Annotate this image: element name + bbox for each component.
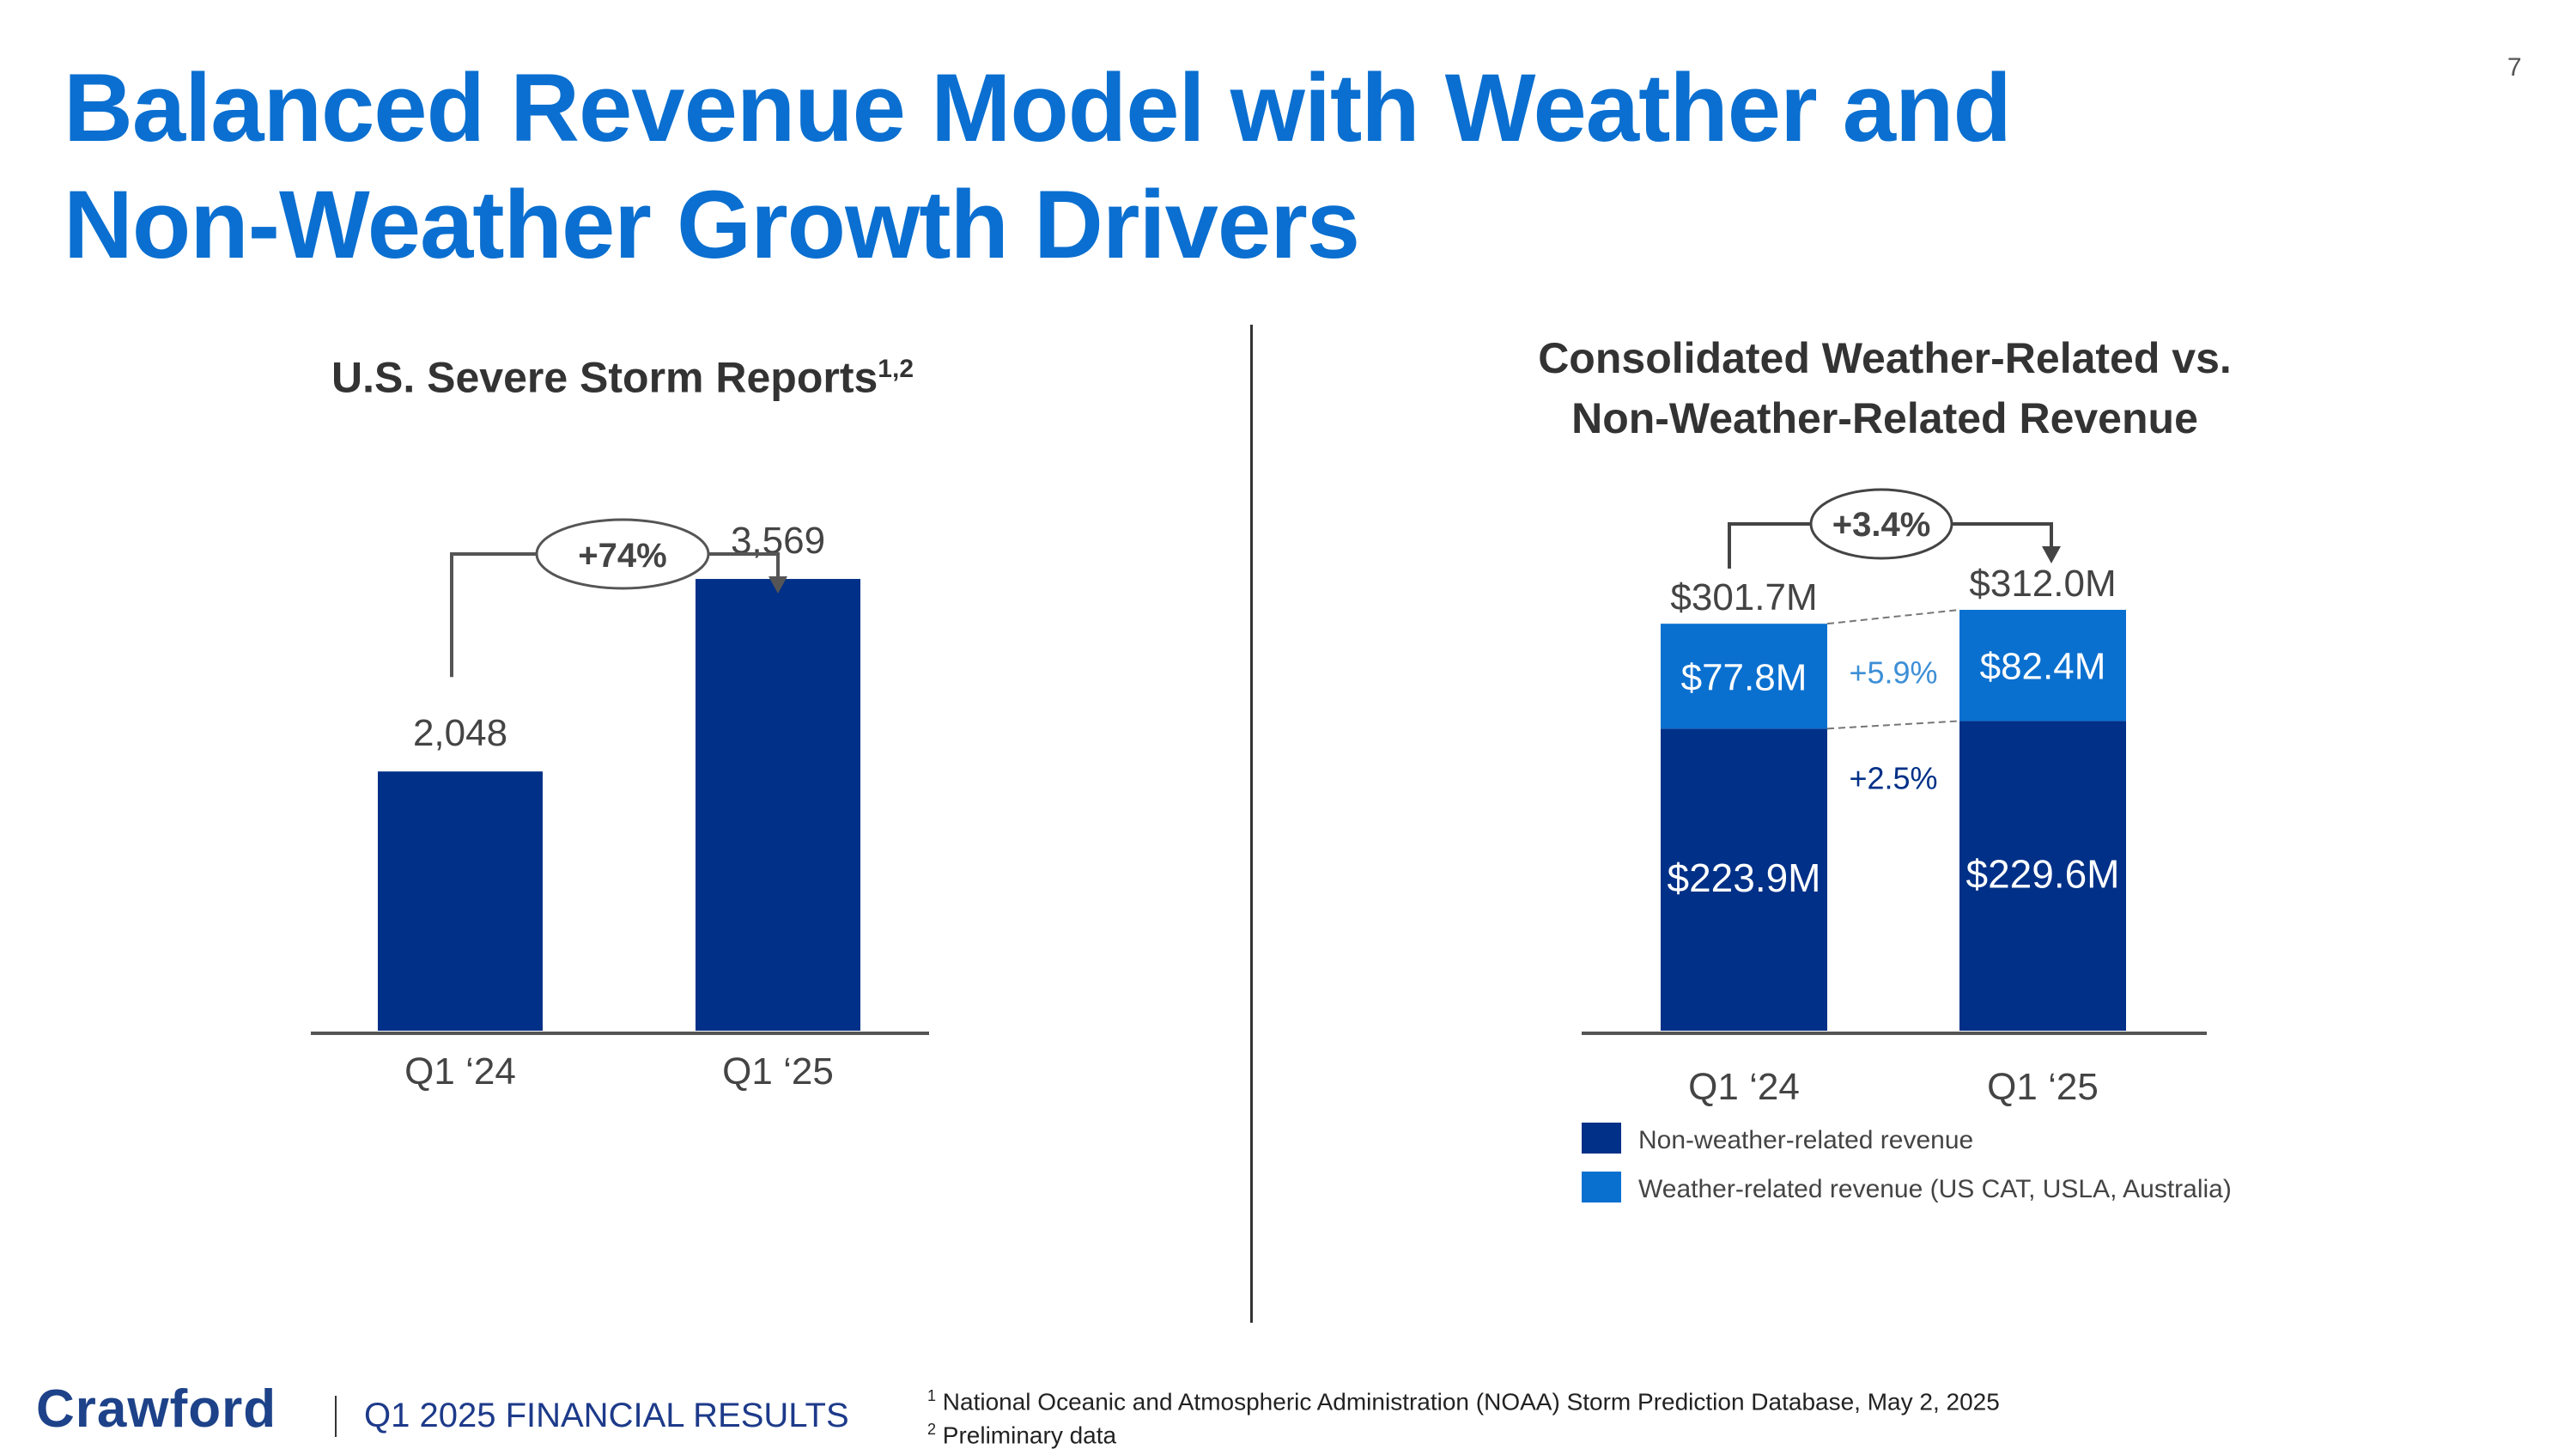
change-bracket-left bbox=[1728, 522, 1812, 569]
total-label-2: $312.0M bbox=[1969, 563, 2116, 605]
footnote-2-mark: 2 bbox=[927, 1421, 937, 1438]
change-bracket-right bbox=[708, 552, 780, 580]
footnote-2-text: Preliminary data bbox=[942, 1422, 1117, 1449]
change-bracket-left bbox=[450, 552, 537, 678]
non-weather-label-2: $229.6M bbox=[1965, 852, 2119, 897]
change-bracket-right bbox=[1951, 522, 2053, 550]
crawford-logo: Crawford bbox=[36, 1379, 277, 1439]
legend-swatch-weather bbox=[1582, 1172, 1621, 1202]
total-label-1: $301.7M bbox=[1670, 576, 1817, 618]
bar-2 bbox=[696, 579, 860, 1031]
change-ellipse bbox=[535, 518, 710, 590]
change-label: +3.4% bbox=[1832, 506, 1931, 544]
bar-non-weather-2 bbox=[1959, 721, 2126, 1031]
change-ellipse bbox=[1809, 488, 1953, 560]
page-number: 7 bbox=[2507, 53, 2522, 82]
change-arrow-head bbox=[2042, 546, 2061, 563]
weather-label-1: $77.8M bbox=[1681, 656, 1807, 698]
weather-label-2: $82.4M bbox=[1980, 646, 2106, 688]
storm-chart-title: U.S. Severe Storm Reports1,2 bbox=[309, 339, 936, 408]
weather-change-label: +5.9% bbox=[1849, 654, 1937, 690]
x-tick-label-1: Q1 ‘24 bbox=[404, 1050, 516, 1093]
change-label: +74% bbox=[578, 537, 666, 575]
footer-subtitle: Q1 2025 FINANCIAL RESULTS bbox=[364, 1397, 849, 1434]
legend-swatch-non-weather bbox=[1582, 1123, 1621, 1154]
bar-weather-1 bbox=[1661, 624, 1827, 729]
revenue-chart-title-line-2: Non-Weather-Related Revenue bbox=[1571, 394, 2198, 442]
legend-label-weather: Weather-related revenue (US CAT, USLA, A… bbox=[1638, 1175, 2232, 1203]
footer-separator bbox=[335, 1396, 337, 1437]
legend-label-non-weather: Non-weather-related revenue bbox=[1638, 1126, 1973, 1154]
footnote-2: 2 Preliminary data bbox=[927, 1421, 1116, 1449]
x-tick-label-2: Q1 ‘25 bbox=[722, 1050, 834, 1093]
connector-weather bbox=[1826, 609, 1960, 625]
connector-non-weather bbox=[1826, 720, 1960, 730]
data-label-1: 2,048 bbox=[413, 712, 507, 754]
revenue-chart-title: Consolidated Weather-Related vs. Non-Wea… bbox=[1408, 328, 2361, 448]
storm-chart-title-text: U.S. Severe Storm Reports bbox=[331, 353, 878, 402]
bar-weather-2 bbox=[1959, 610, 2126, 721]
non-weather-label-1: $223.9M bbox=[1667, 855, 1820, 900]
footnote-1-mark: 1 bbox=[927, 1387, 937, 1404]
x-tick-label-2: Q1 ‘25 bbox=[1987, 1066, 2099, 1108]
slide-title: Balanced Revenue Model with Weather and … bbox=[64, 54, 2012, 278]
footnote-1-text: National Oceanic and Atmospheric Adminis… bbox=[942, 1388, 2000, 1416]
bar-non-weather-1 bbox=[1661, 728, 1827, 1031]
non-weather-change-label: +2.5% bbox=[1849, 760, 1937, 795]
footnote-1: 1 National Oceanic and Atmospheric Admin… bbox=[927, 1387, 2000, 1416]
change-arrow-head bbox=[769, 576, 787, 594]
bar-1 bbox=[378, 771, 543, 1031]
revenue-chart-title-line-1: Consolidated Weather-Related vs. bbox=[1538, 334, 2232, 382]
storm-chart-title-superscript: 1,2 bbox=[878, 355, 914, 383]
revenue-chart: $223.9M $77.8M $301.7M Q1 ‘24 $229.6M $82.4M $… bbox=[1582, 488, 2232, 1203]
x-tick-label-1: Q1 ‘24 bbox=[1688, 1066, 1800, 1108]
chart-divider bbox=[1250, 325, 1253, 1323]
